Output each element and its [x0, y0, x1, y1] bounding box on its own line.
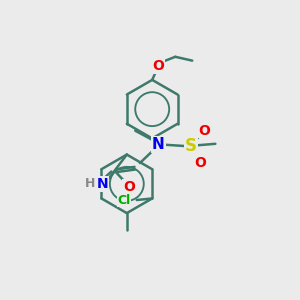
Text: O: O: [152, 59, 164, 73]
Text: H: H: [85, 177, 95, 190]
Text: O: O: [123, 180, 135, 194]
Text: Cl: Cl: [117, 194, 130, 206]
Text: N: N: [97, 177, 109, 191]
Text: N: N: [152, 137, 165, 152]
Text: O: O: [199, 124, 211, 138]
Text: S: S: [185, 137, 197, 155]
Text: O: O: [194, 156, 206, 170]
